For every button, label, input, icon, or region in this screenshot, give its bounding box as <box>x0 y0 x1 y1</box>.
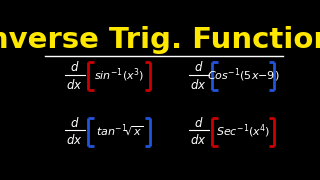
Text: $\mathit{Cos}^{-1}(5x{-}9)$: $\mathit{Cos}^{-1}(5x{-}9)$ <box>207 67 280 84</box>
Text: $dx$: $dx$ <box>67 78 83 92</box>
Text: $\mathit{Sec}^{-1}(x^4)$: $\mathit{Sec}^{-1}(x^4)$ <box>216 122 270 140</box>
Text: $d$: $d$ <box>194 60 204 74</box>
Text: $\mathit{sin}^{-1}(x^3)$: $\mathit{sin}^{-1}(x^3)$ <box>94 67 145 84</box>
Text: $dx$: $dx$ <box>67 133 83 147</box>
Text: $d$: $d$ <box>70 116 79 130</box>
Text: $dx$: $dx$ <box>190 133 207 147</box>
Text: $d$: $d$ <box>194 116 204 130</box>
Text: $\mathit{tan}^{-1}\!\sqrt{x}$: $\mathit{tan}^{-1}\!\sqrt{x}$ <box>96 123 143 139</box>
Text: $dx$: $dx$ <box>190 78 207 92</box>
Text: Inverse Trig. Functions: Inverse Trig. Functions <box>0 26 320 54</box>
Text: $d$: $d$ <box>70 60 79 74</box>
